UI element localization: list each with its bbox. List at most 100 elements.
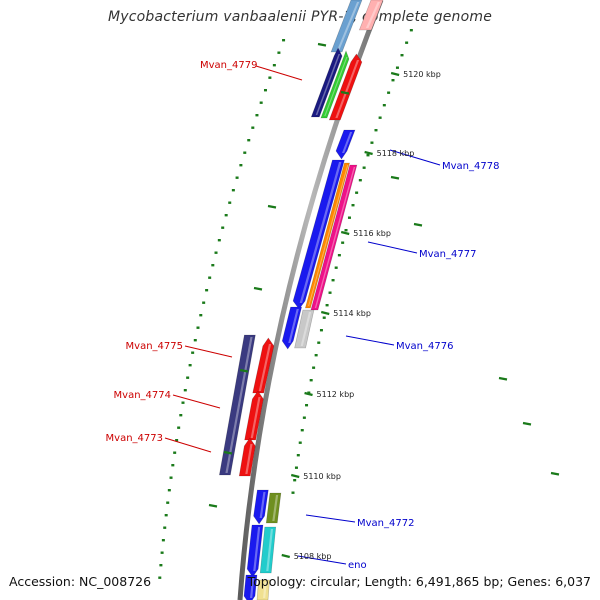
scale-tick [304, 391, 313, 397]
gene-label[interactable]: Mvan_4772 [357, 518, 414, 529]
ring-dot [181, 401, 185, 404]
ring-dot [395, 66, 399, 69]
ring-dot [221, 226, 225, 229]
gene-feature-a[interactable] [330, 0, 363, 53]
leader-line [164, 437, 212, 453]
ring-dot [355, 191, 359, 194]
minor-tick [413, 222, 423, 227]
gene-feature-b[interactable] [358, 0, 384, 31]
leader-line [172, 394, 221, 409]
leader-line [345, 335, 395, 346]
ring-dot [347, 216, 351, 219]
leader-line [389, 149, 441, 166]
gene-highlight [266, 529, 274, 571]
scale-tick-label: 5110 kbp [303, 472, 341, 481]
ring-dot [235, 176, 239, 179]
gene-highlight [324, 57, 348, 116]
ring-dot [293, 479, 297, 482]
ring-dot [302, 416, 306, 419]
ring-dot [247, 139, 251, 142]
gene-features [219, 0, 384, 600]
gene-label[interactable]: eno [348, 560, 367, 571]
ring-dot [208, 276, 212, 279]
ring-dot [243, 151, 247, 154]
gene-highlight [300, 312, 312, 346]
ring-dot [291, 491, 295, 494]
leader-line [297, 555, 347, 565]
scale-tick [290, 473, 300, 479]
ring-dot [173, 451, 177, 454]
ring-dot [337, 254, 341, 257]
gene-feature-i[interactable] [310, 164, 358, 311]
gene-feature-j[interactable] [281, 306, 303, 350]
ring-dot [255, 114, 259, 117]
gene-highlight [288, 309, 299, 343]
gene-feature-t[interactable] [243, 574, 258, 600]
ring-dot [378, 116, 382, 119]
gene-feature-f[interactable] [335, 129, 356, 160]
gene-feature-p[interactable] [253, 489, 269, 525]
gene-feature-d[interactable] [320, 50, 350, 119]
gene-label[interactable]: Mvan_4775 [126, 341, 183, 352]
ring-dot [409, 29, 413, 32]
ring-dot [309, 379, 313, 382]
ring-dot [171, 464, 175, 467]
genome-summary-text: Topology: circular; Length: 6,491,865 bp… [247, 574, 591, 589]
outer-ring-dots-right [291, 29, 413, 494]
ring-dot [188, 364, 192, 367]
ring-dot [186, 376, 190, 379]
gene-feature-h[interactable] [304, 162, 350, 309]
ring-dot [334, 266, 338, 269]
ring-dot [217, 239, 221, 242]
gene-feature-u[interactable] [256, 579, 270, 600]
ring-dot [300, 429, 304, 432]
leader-line [255, 65, 303, 81]
minor-tick [317, 42, 327, 47]
gene-highlight [272, 495, 279, 521]
ring-dot [400, 54, 404, 57]
ring-dot [317, 341, 321, 344]
label-leader-lines [164, 65, 441, 565]
ring-dot [191, 351, 195, 354]
gene-label[interactable]: Mvan_4777 [419, 249, 476, 260]
scale-tick [364, 150, 373, 156]
ring-dot [224, 214, 228, 217]
ring-dot [312, 366, 316, 369]
ring-dot [282, 39, 286, 42]
ring-dot [307, 391, 311, 394]
minor-tick [390, 175, 400, 180]
gene-feature-r[interactable] [246, 524, 264, 578]
gene-feature-e[interactable] [328, 53, 363, 121]
gene-highlight [245, 444, 253, 474]
gene-feature-s[interactable] [259, 526, 277, 574]
gene-label[interactable]: Mvan_4773 [106, 433, 163, 444]
gene-highlight [342, 132, 353, 153]
gene-feature-q[interactable] [265, 492, 282, 524]
minor-tick [239, 368, 249, 373]
minor-tick [267, 204, 277, 209]
scale-tick-label: 5120 kbp [403, 70, 441, 79]
minor-tick [340, 90, 350, 95]
ring-dot [277, 51, 281, 54]
gene-label[interactable]: Mvan_4778 [442, 161, 499, 172]
gene-label[interactable]: Mvan_4774 [114, 390, 171, 401]
minor-tick [498, 376, 508, 381]
scale-tick [281, 553, 291, 559]
minor-tick [223, 450, 233, 455]
gene-label[interactable]: Mvan_4779 [200, 60, 257, 71]
scale-ticks: 5120 kbp 5118 kbp 5116 kbp 5114 kbp 5112 kbp… [208, 42, 560, 561]
scale-tick-label: 5108 kbp [294, 552, 332, 561]
ring-dot [158, 576, 162, 579]
gene-feature-l[interactable] [219, 334, 256, 476]
ring-dot [239, 164, 243, 167]
minor-tick [522, 421, 532, 426]
gene-label[interactable]: Mvan_4776 [396, 341, 453, 352]
gene-feature-g[interactable] [292, 159, 345, 310]
ring-dot [305, 404, 309, 407]
gene-feature-k[interactable] [294, 309, 315, 349]
scale-tick [320, 310, 330, 316]
ring-dot [179, 414, 183, 417]
gene-feature-o[interactable] [238, 437, 256, 477]
ring-dot [331, 279, 335, 282]
gene-feature-c[interactable] [310, 47, 343, 118]
